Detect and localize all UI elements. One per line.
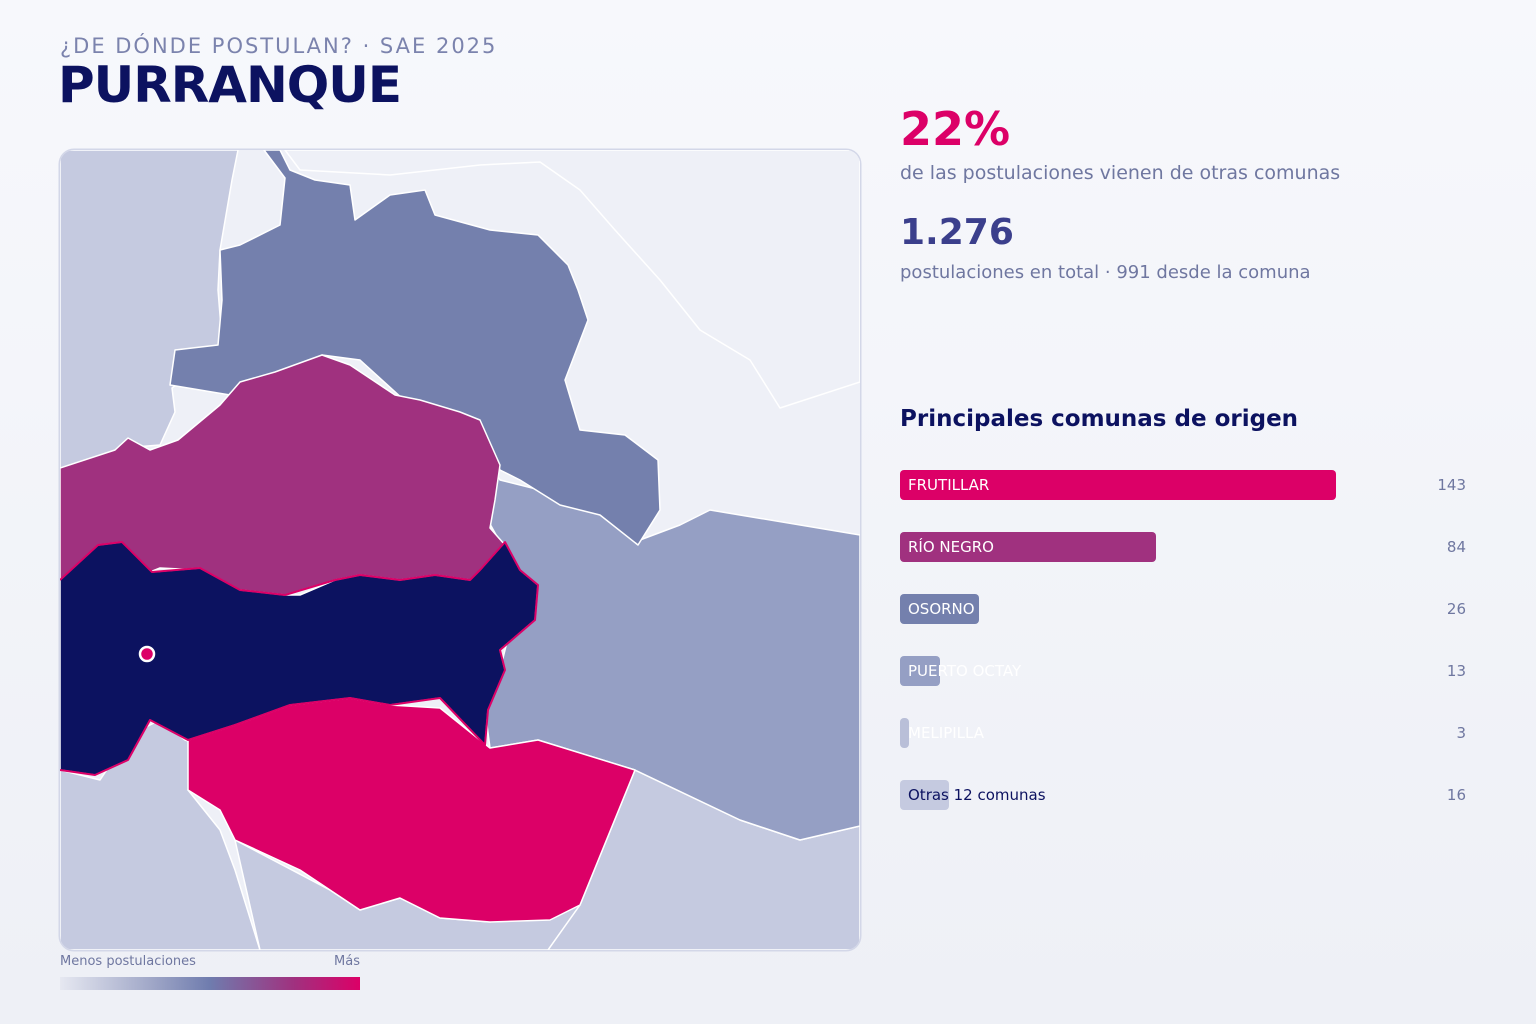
origin-count: 16 [1446,786,1466,804]
total-applications-value: 1.276 [900,212,1014,253]
origin-row[interactable]: FRUTILLAR 143 [900,470,1466,500]
origin-name: MELIPILLA [908,724,984,742]
origin-bar [900,594,979,624]
origin-bar [900,656,940,686]
origin-row[interactable]: OSORNO 26 [900,594,1466,624]
origin-name: PUERTO OCTAY [908,662,1022,680]
origin-row[interactable]: RÍO NEGRO 84 [900,532,1466,562]
choropleth-map[interactable] [60,150,860,950]
location-marker[interactable] [138,645,156,663]
origin-row[interactable]: Otras 12 comunas 16 [900,780,1466,810]
page-title: PURRANQUE [58,56,402,114]
total-applications-caption: postulaciones en total · 991 desde la co… [900,262,1311,283]
legend-high-label: Más [334,954,360,969]
legend-low-label: Menos postulaciones [60,954,196,969]
origin-bar [900,470,1336,500]
origin-row[interactable]: PUERTO OCTAY 13 [900,656,1466,686]
origin-bar [900,718,909,748]
origin-bar [900,780,949,810]
origin-count: 26 [1446,600,1466,618]
origin-bar [900,532,1156,562]
region-border [60,541,539,776]
map-svg [60,150,860,950]
origin-name: OSORNO [908,600,975,618]
external-share-caption: de las postulaciones vienen de otras com… [900,162,1341,184]
origin-count: 84 [1446,538,1466,556]
page-kicker: ¿DE DÓNDE POSTULAN? · SAE 2025 [60,34,498,58]
region-north-east[interactable] [284,150,860,409]
origin-name: FRUTILLAR [908,476,990,494]
legend-gradient-bar [60,977,360,990]
region-osorno[interactable] [169,150,661,546]
origin-name: RÍO NEGRO [908,538,994,556]
origin-count: 143 [1437,476,1466,494]
legend-labels: Menos postulaciones Más [60,954,360,969]
external-share-value: 22% [900,102,1011,156]
origin-row[interactable]: MELIPILLA 3 [900,718,1466,748]
origins-section-title: Principales comunas de origen [900,406,1299,432]
origin-name: Otras 12 comunas [908,786,1046,804]
origin-count: 13 [1446,662,1466,680]
origins-bar-list: FRUTILLAR 143 RÍO NEGRO 84 OSORNO 26 PUE… [900,470,1466,842]
origin-count: 3 [1456,724,1466,742]
